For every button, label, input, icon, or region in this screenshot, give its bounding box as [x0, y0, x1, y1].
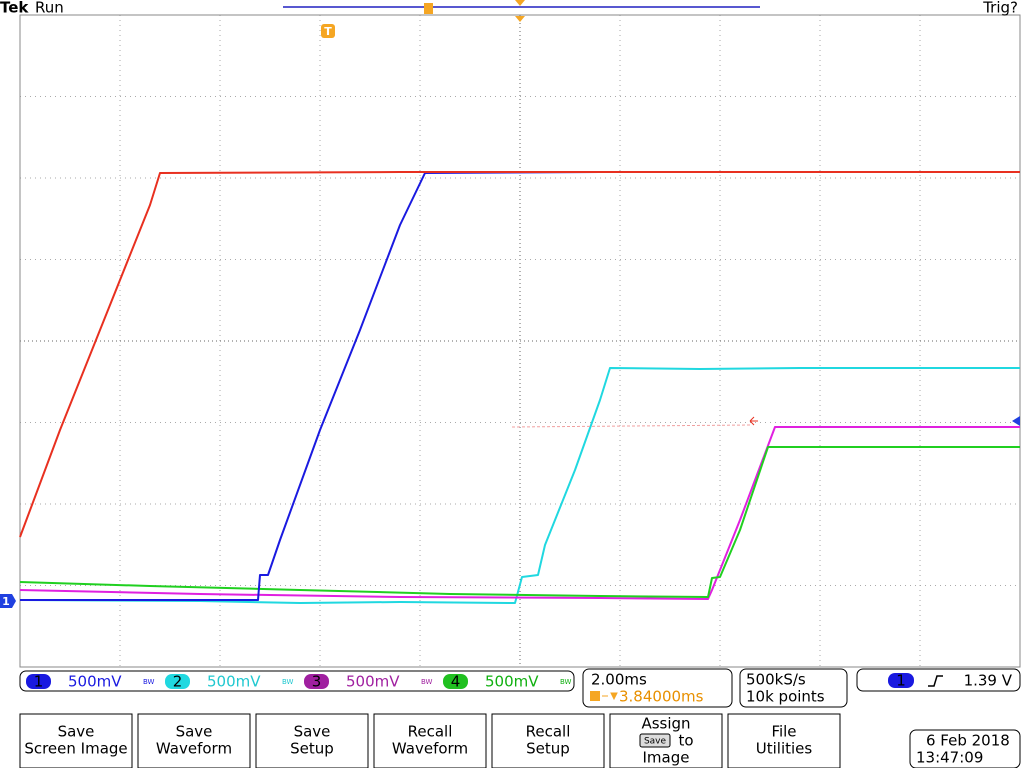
button-label: Assign: [641, 715, 690, 733]
menu-button[interactable]: [137, 713, 251, 768]
button-label: Screen Image: [24, 740, 127, 758]
ch1-ground-label: 1: [2, 595, 10, 608]
button-label: Recall: [408, 723, 453, 741]
timebase-position: 3.84000ms: [619, 688, 704, 706]
time: 13:47:09: [916, 749, 983, 767]
channel-scale: 500mV: [68, 673, 122, 691]
trigger-slope: [928, 675, 943, 687]
menu-button[interactable]: [491, 713, 605, 768]
menu-button[interactable]: [19, 713, 133, 768]
ch3-trace: [19, 426, 1020, 600]
channel-badge[interactable]: [304, 674, 329, 689]
trigger-position-arrow: [515, 0, 525, 22]
save-icon: [639, 733, 671, 748]
channel-scale: 500mV: [485, 673, 539, 691]
channel-badge[interactable]: [26, 674, 51, 689]
datetime-box: [909, 729, 1021, 768]
button-label: Setup: [526, 740, 570, 758]
date: 6 Feb 2018: [926, 732, 1010, 750]
channel-scale: 500mV: [207, 673, 261, 691]
save-icon-label: Save: [644, 737, 667, 747]
menu-button[interactable]: [373, 713, 487, 768]
record-window: [424, 3, 433, 14]
record-length: 10k points: [746, 688, 825, 706]
trigger-level: 1.39 V: [964, 672, 1013, 690]
channel-number: 4: [451, 673, 461, 691]
button-label: File: [771, 723, 796, 741]
trigger-status: Trig?: [982, 0, 1018, 17]
trigger-level-marker: [1012, 416, 1020, 426]
graticule: [20, 15, 1020, 667]
channel-badge[interactable]: [165, 674, 190, 689]
button-label: Setup: [290, 740, 334, 758]
timebase-box[interactable]: [582, 668, 733, 708]
channel-readout: [19, 670, 575, 692]
channel-scale: 500mV: [346, 673, 400, 691]
button-label: Image: [643, 749, 690, 767]
trigger-source: 1: [896, 672, 906, 690]
run-status: Run: [35, 0, 64, 17]
button-label: Recall: [526, 723, 571, 741]
time-position-arrow: [602, 692, 618, 701]
bandwidth-limit: BW: [282, 678, 294, 686]
button-label: Utilities: [756, 740, 813, 758]
time-position-icon: [590, 691, 600, 701]
ch1-ground-marker: [0, 594, 16, 608]
trigger-marker: T: [324, 25, 332, 38]
bandwidth-limit: BW: [421, 678, 433, 686]
menu-button[interactable]: [255, 713, 369, 768]
button-label: Save: [176, 723, 213, 741]
button-label: Waveform: [156, 740, 232, 758]
button-label: Save: [294, 723, 331, 741]
math-trace: [19, 171, 1020, 538]
menu-button[interactable]: [727, 713, 841, 768]
brand: Tek: [0, 0, 29, 17]
channel-badge[interactable]: [443, 674, 468, 689]
reference-arrow: [749, 416, 758, 426]
channel-number: 3: [312, 673, 322, 691]
button-label: Save: [58, 723, 95, 741]
ch2-trace: [19, 367, 1020, 604]
timebase-scale: 2.00ms: [591, 671, 647, 689]
bandwidth-limit: BW: [560, 678, 572, 686]
button-label: to: [678, 732, 693, 750]
reference-level: [511, 424, 751, 428]
ch4-trace: [19, 446, 1020, 598]
trigger-source-badge: [888, 673, 914, 688]
trigger-marker-box: [321, 24, 335, 38]
graticule-frame: [19, 14, 1021, 668]
button-label: Waveform: [392, 740, 468, 758]
sample-rate: 500kS/s: [746, 671, 806, 689]
bandwidth-limit: BW: [143, 678, 155, 686]
channel-number: 1: [34, 673, 44, 691]
channel-number: 2: [173, 673, 183, 691]
acquisition-box[interactable]: [739, 668, 848, 708]
